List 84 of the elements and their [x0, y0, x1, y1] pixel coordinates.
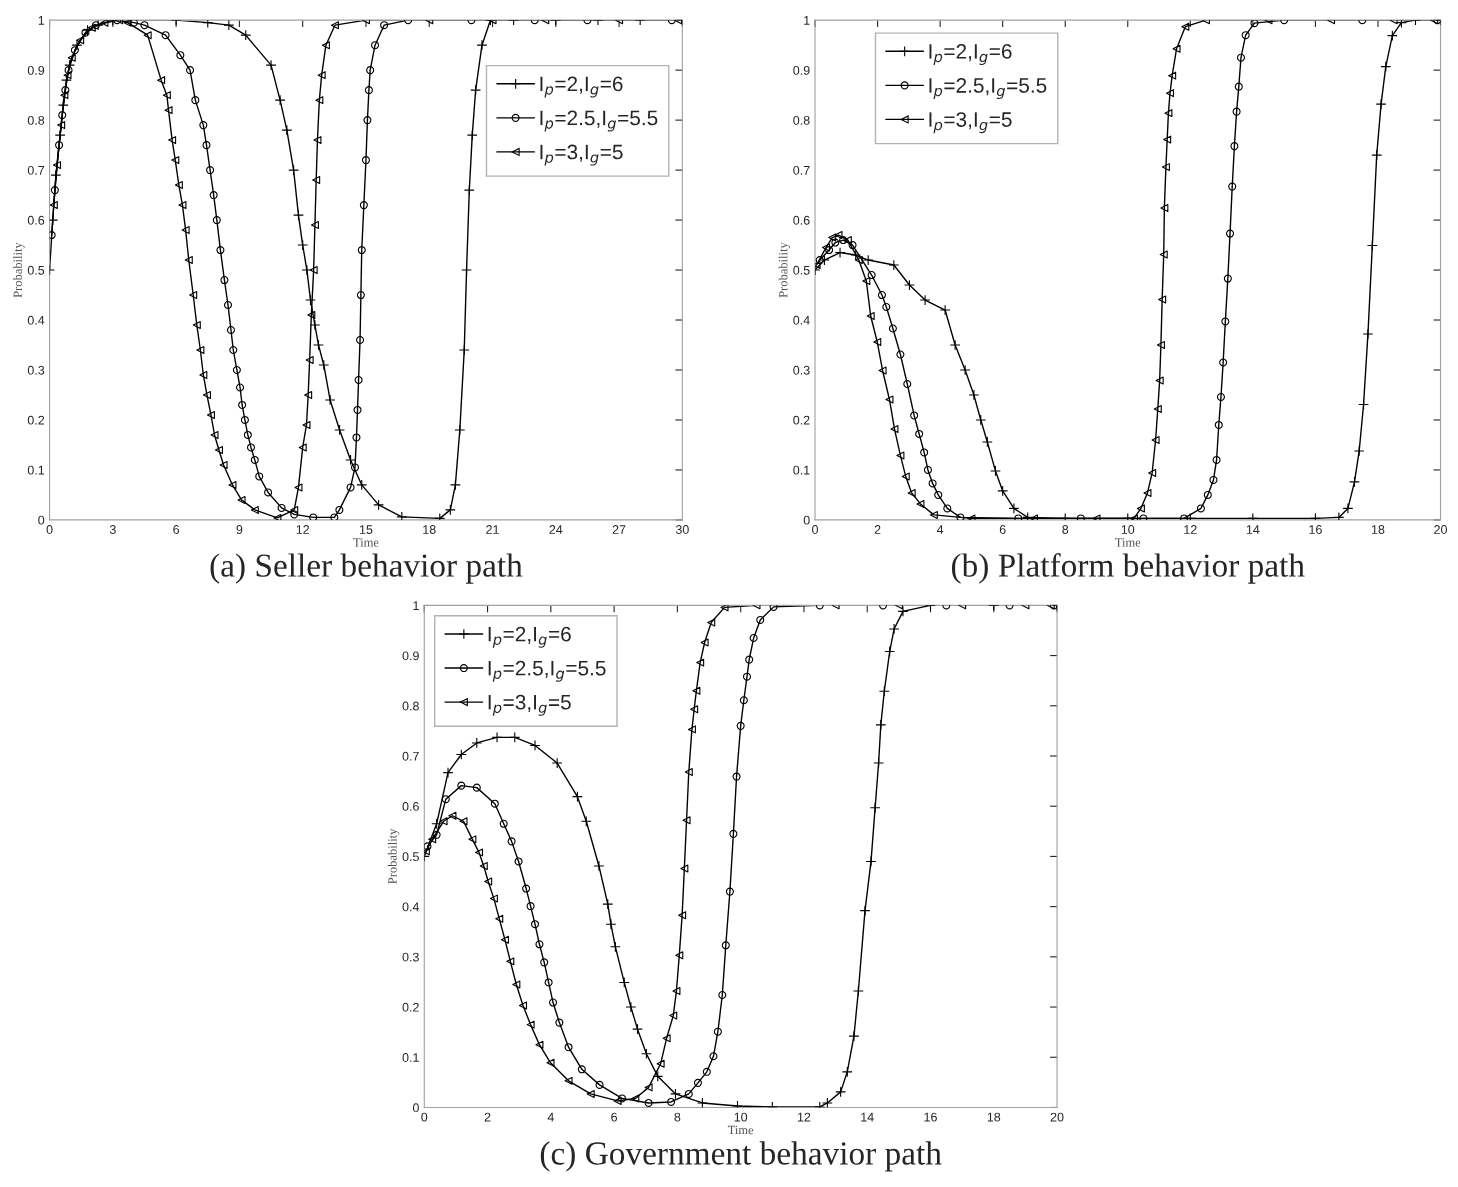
legend-label: I$_{p}$=2.5,I$_{g}$=5.5 [929, 78, 1047, 100]
y-tick-label: 0.6 [402, 802, 419, 811]
y-tick-label: 0.7 [793, 165, 810, 175]
x-tick-label: 6 [611, 1112, 618, 1122]
x-tick-label: 0 [421, 1112, 428, 1122]
x-axis-title: Time [727, 1125, 754, 1135]
x-tick-label: 4 [936, 525, 944, 534]
y-tick-label: 0.1 [402, 1053, 419, 1062]
y-tick-label: 1 [804, 16, 810, 25]
y-tick-label: 0.5 [793, 265, 810, 275]
x-tick-label: 12 [296, 525, 310, 534]
x-tick-label: 14 [1246, 525, 1260, 534]
y-tick-label: 0.2 [793, 415, 810, 425]
y-tick-label: 0.7 [27, 165, 45, 175]
x-tick-label: 10 [734, 1112, 748, 1122]
legend-label: I$_{p}$=2,I$_{g}$=6 [488, 626, 571, 648]
legend-label: I$_{p}$=3,I$_{g}$=5 [540, 144, 623, 166]
y-tick-label: 0 [803, 515, 810, 525]
x-tick-label: 8 [1062, 525, 1069, 534]
y-tick-label: 0.4 [27, 315, 45, 325]
y-tick-label: 0.8 [793, 115, 810, 125]
x-tick-label: 30 [675, 525, 689, 534]
text: (a) Seller behavior path [210, 553, 523, 584]
x-tick-label: 10 [1121, 525, 1135, 534]
legend-label: I$_{p}$=3,I$_{g}$=5 [488, 694, 571, 716]
x-tick-label: 16 [924, 1112, 937, 1122]
y-tick-label: 1 [413, 601, 419, 610]
x-tick-label: 21 [486, 525, 499, 534]
y-tick-label: 0.6 [27, 215, 45, 225]
legend-label: I$_{p}$=2,I$_{g}$=6 [540, 76, 623, 98]
y-tick-label: 0.9 [27, 65, 45, 75]
y-tick-label: 0.3 [793, 365, 810, 375]
x-tick-label: 4 [547, 1112, 554, 1122]
y-tick-label: 0.8 [27, 115, 45, 125]
x-tick-label: 3 [109, 525, 116, 534]
x-axis-title: Time [1115, 538, 1141, 547]
legend-label: I$_{p}$=2,I$_{g}$=6 [929, 44, 1012, 66]
x-tick-label: 6 [173, 525, 180, 534]
y-axis-title: Probability [778, 242, 791, 298]
x-tick-label: 20 [1434, 525, 1447, 534]
y-tick-label: 0.9 [402, 651, 419, 661]
y-tick-label: 0.4 [402, 902, 420, 912]
y-tick-label: 1 [38, 16, 45, 25]
x-tick-label: 12 [1184, 525, 1197, 534]
x-tick-label: 8 [674, 1112, 681, 1122]
y-tick-label: 0.2 [402, 1002, 419, 1012]
legend-label: I$_{p}$=3,I$_{g}$=5 [929, 112, 1012, 134]
y-tick-label: 0 [412, 1103, 419, 1113]
y-tick-label: 0 [38, 515, 45, 525]
y-axis-title: Probability [387, 828, 400, 884]
y-tick-label: 0.5 [27, 265, 45, 275]
y-tick-label: 0.1 [27, 465, 45, 475]
x-tick-label: 16 [1309, 525, 1322, 534]
x-tick-label: 0 [812, 525, 819, 534]
x-tick-label: 2 [874, 525, 881, 534]
x-tick-label: 20 [1050, 1112, 1064, 1122]
x-tick-label: 27 [612, 525, 626, 534]
legend-label: I$_{p}$=2.5,I$_{g}$=5.5 [540, 110, 658, 132]
y-tick-label: 0.5 [402, 852, 419, 862]
y-tick-label: 0.3 [402, 952, 419, 962]
x-tick-label: 2 [484, 1112, 491, 1122]
x-tick-label: 14 [861, 1112, 874, 1122]
x-tick-label: 12 [797, 1112, 811, 1122]
y-tick-label: 0.8 [402, 701, 419, 711]
y-tick-label: 0.1 [793, 465, 810, 475]
x-tick-label: 9 [236, 525, 243, 534]
y-tick-label: 0.9 [793, 65, 810, 75]
x-tick-label: 0 [46, 525, 53, 534]
x-tick-label: 18 [423, 525, 436, 534]
x-tick-label: 18 [1371, 525, 1385, 534]
y-tick-label: 0.2 [27, 415, 45, 425]
text: (c) Government behavior path [540, 1141, 942, 1172]
y-tick-label: 0.3 [27, 365, 45, 375]
y-tick-label: 0.6 [793, 215, 810, 225]
y-tick-label: 0.7 [402, 751, 419, 761]
y-tick-label: 0.4 [793, 315, 810, 325]
x-tick-label: 15 [359, 525, 373, 534]
x-tick-label: 24 [549, 525, 563, 534]
x-axis-title: Time [353, 538, 379, 547]
x-tick-label: 6 [999, 525, 1006, 534]
y-axis-title: Probability [13, 242, 25, 298]
legend-label: I$_{p}$=2.5,I$_{g}$=5.5 [488, 660, 606, 682]
x-tick-label: 18 [987, 1112, 1001, 1122]
text: (b) Platform behavior path [951, 553, 1305, 584]
